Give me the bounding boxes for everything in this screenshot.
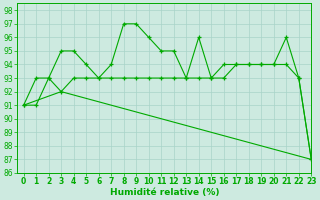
X-axis label: Humidité relative (%): Humidité relative (%) [109,188,219,197]
